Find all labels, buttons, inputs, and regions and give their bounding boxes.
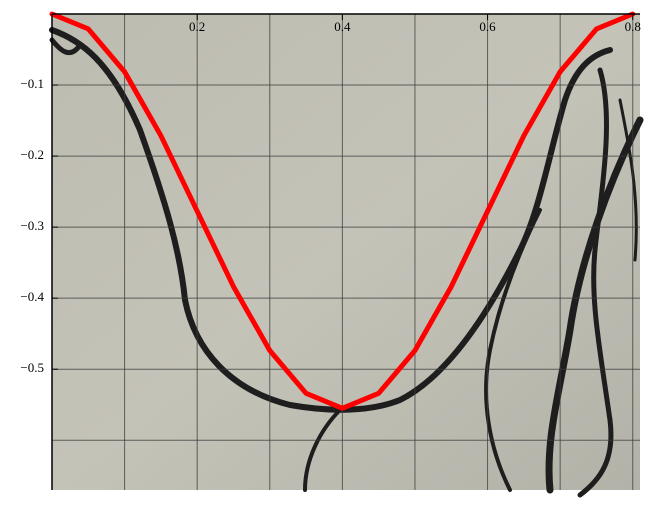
x-tick-label: 0.2 — [189, 19, 205, 34]
chart: 0.2 0.4 0.6 0.8 −0.1 −0.2 −0.3 −0.4 −0.5 — [0, 0, 648, 519]
y-tick-label: −0.2 — [20, 147, 44, 162]
y-tick-label: −0.5 — [20, 360, 44, 375]
y-tick-label: −0.3 — [20, 218, 44, 233]
x-tick-label: 0.4 — [334, 19, 351, 34]
y-tick-label: −0.4 — [20, 289, 44, 304]
x-tick-label: 0.8 — [625, 19, 641, 34]
y-tick-label: −0.1 — [20, 76, 44, 91]
x-tick-label: 0.6 — [479, 19, 496, 34]
